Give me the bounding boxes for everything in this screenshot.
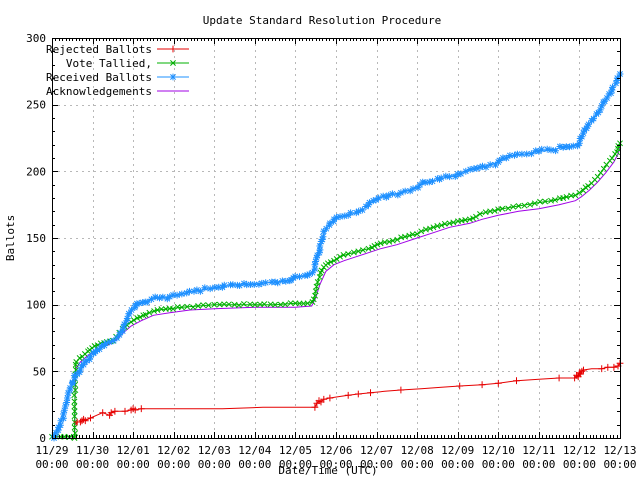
x-tick-date-label: 11/30: [76, 444, 109, 457]
legend: Rejected Ballots Vote Tallied, Received …: [46, 43, 189, 98]
y-tick-label: 0: [39, 432, 46, 445]
x-tick-date-label: 12/06: [319, 444, 352, 457]
x-tick-date-label: 12/01: [117, 444, 150, 457]
x-tick-time-label: 00:00: [35, 458, 68, 471]
x-tick-time-label: 00:00: [76, 458, 109, 471]
legend-label-received-ballots: Received Ballots: [46, 71, 152, 84]
x-tick-time-label: 00:00: [401, 458, 434, 471]
x-tick-time-label: 00:00: [563, 458, 596, 471]
legend-item-rejected-ballots: Rejected Ballots: [46, 43, 189, 56]
chart-title: Update Standard Resolution Procedure: [203, 14, 441, 27]
series-layer: [49, 70, 624, 442]
legend-label-rejected-ballots: Rejected Ballots: [46, 43, 152, 56]
x-tick-time-label: 00:00: [117, 458, 150, 471]
legend-sample-received-ballots: [157, 73, 189, 81]
legend-sample-marker: [169, 73, 177, 81]
x-tick-time-label: 00:00: [522, 458, 555, 471]
x-tick-time-label: 00:00: [157, 458, 190, 471]
legend-sample-marker: [169, 45, 177, 53]
legend-item-vote-tallied: Vote Tallied,: [66, 57, 189, 70]
y-tick-label: 50: [33, 365, 46, 378]
x-tick-time-label: 00:00: [198, 458, 231, 471]
series-markers-1: [49, 140, 623, 441]
y-tick-label: 200: [26, 165, 46, 178]
x-tick-date-label: 12/13: [603, 444, 636, 457]
x-tick-date-label: 12/10: [482, 444, 515, 457]
x-tick-time-label: 00:00: [360, 458, 393, 471]
x-tick-date-label: 12/08: [401, 444, 434, 457]
y-tick-label: 100: [26, 299, 46, 312]
legend-sample-vote-tallied: [157, 60, 189, 66]
x-axis-title: Date/Time (UTC): [278, 464, 377, 477]
x-tick-time-label: 00:00: [482, 458, 515, 471]
x-tick-date-label: 12/05: [279, 444, 312, 457]
grid-layer: [52, 38, 620, 438]
legend-item-acknowledgements: Acknowledgements: [46, 85, 189, 98]
x-tick-time-label: 00:00: [279, 458, 312, 471]
x-tick-date-label: 12/02: [157, 444, 190, 457]
legend-label-acknowledgements: Acknowledgements: [46, 85, 152, 98]
series-markers-2: [50, 70, 624, 442]
x-tick-date-label: 12/11: [522, 444, 555, 457]
legend-sample-marker: [170, 60, 176, 66]
x-tick-time-label: 00:00: [603, 458, 636, 471]
y-tick-label: 300: [26, 32, 46, 45]
x-tick-time-label: 00:00: [319, 458, 352, 471]
y-tick-label: 250: [26, 99, 46, 112]
axis-titles: Update Standard Resolution Procedure Bal…: [4, 14, 441, 477]
x-tick-date-label: 12/03: [198, 444, 231, 457]
x-tick-date-label: 12/09: [441, 444, 474, 457]
x-tick-date-label: 12/12: [563, 444, 596, 457]
x-tick-date-label: 12/07: [360, 444, 393, 457]
legend-label-vote-tallied: Vote Tallied,: [66, 57, 152, 70]
axes-border-and-ticks: [52, 38, 621, 439]
series-markers-0: [73, 359, 624, 426]
y-axis-title: Ballots: [4, 215, 17, 261]
x-tick-time-label: 00:00: [238, 458, 271, 471]
tick-labels: 11/2900:0011/3000:0012/0100:0012/0200:00…: [26, 32, 636, 471]
legend-sample-rejected-ballots: [157, 45, 189, 53]
x-tick-time-label: 00:00: [441, 458, 474, 471]
legend-item-received-ballots: Received Ballots: [46, 71, 189, 84]
x-tick-date-label: 11/29: [35, 444, 68, 457]
y-tick-label: 150: [26, 232, 46, 245]
x-tick-date-label: 12/04: [238, 444, 271, 457]
